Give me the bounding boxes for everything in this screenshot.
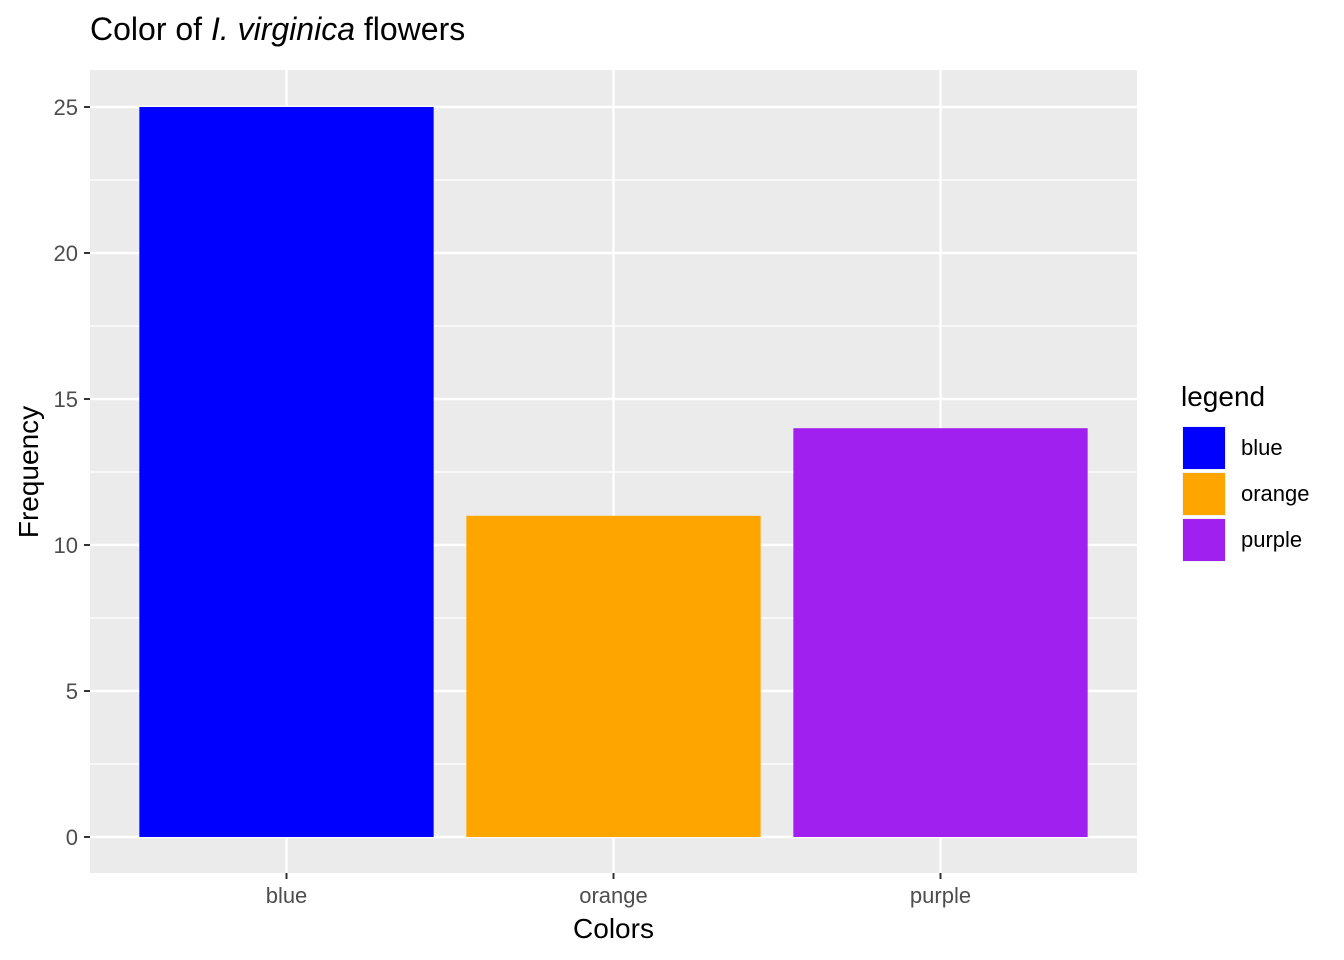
y-axis-title: Frequency <box>13 406 44 538</box>
legend-label-blue: blue <box>1241 435 1283 460</box>
y-axis: 0 5 10 15 20 25 <box>54 95 90 850</box>
chart-title: Color of I. virginica flowers <box>90 11 465 47</box>
x-tick-label: purple <box>910 883 971 908</box>
y-tick-label: 15 <box>54 387 78 412</box>
y-tick-label: 20 <box>54 241 78 266</box>
bar-purple <box>793 428 1088 837</box>
y-tick-label: 10 <box>54 533 78 558</box>
legend-swatch-purple <box>1183 519 1225 561</box>
chart-title-suffix: flowers <box>355 11 465 47</box>
legend-label-orange: orange <box>1241 481 1310 506</box>
bar-blue <box>139 107 434 837</box>
x-tick-label: orange <box>579 883 648 908</box>
legend-swatch-blue <box>1183 427 1225 469</box>
chart-title-species: I. virginica <box>211 11 355 47</box>
bar-orange <box>466 515 761 837</box>
y-tick-label: 0 <box>66 825 78 850</box>
legend-label-purple: purple <box>1241 527 1302 552</box>
x-axis: blue orange purple <box>266 873 971 908</box>
x-tick-label: blue <box>266 883 308 908</box>
y-tick-label: 25 <box>54 95 78 120</box>
legend: legend blue orange purple <box>1181 381 1310 562</box>
y-tick-label: 5 <box>66 679 78 704</box>
legend-swatch-orange <box>1183 473 1225 515</box>
chart-title-prefix: Color of <box>90 11 211 47</box>
legend-title: legend <box>1181 381 1265 412</box>
bars <box>139 107 1088 837</box>
x-axis-title: Colors <box>573 913 654 944</box>
